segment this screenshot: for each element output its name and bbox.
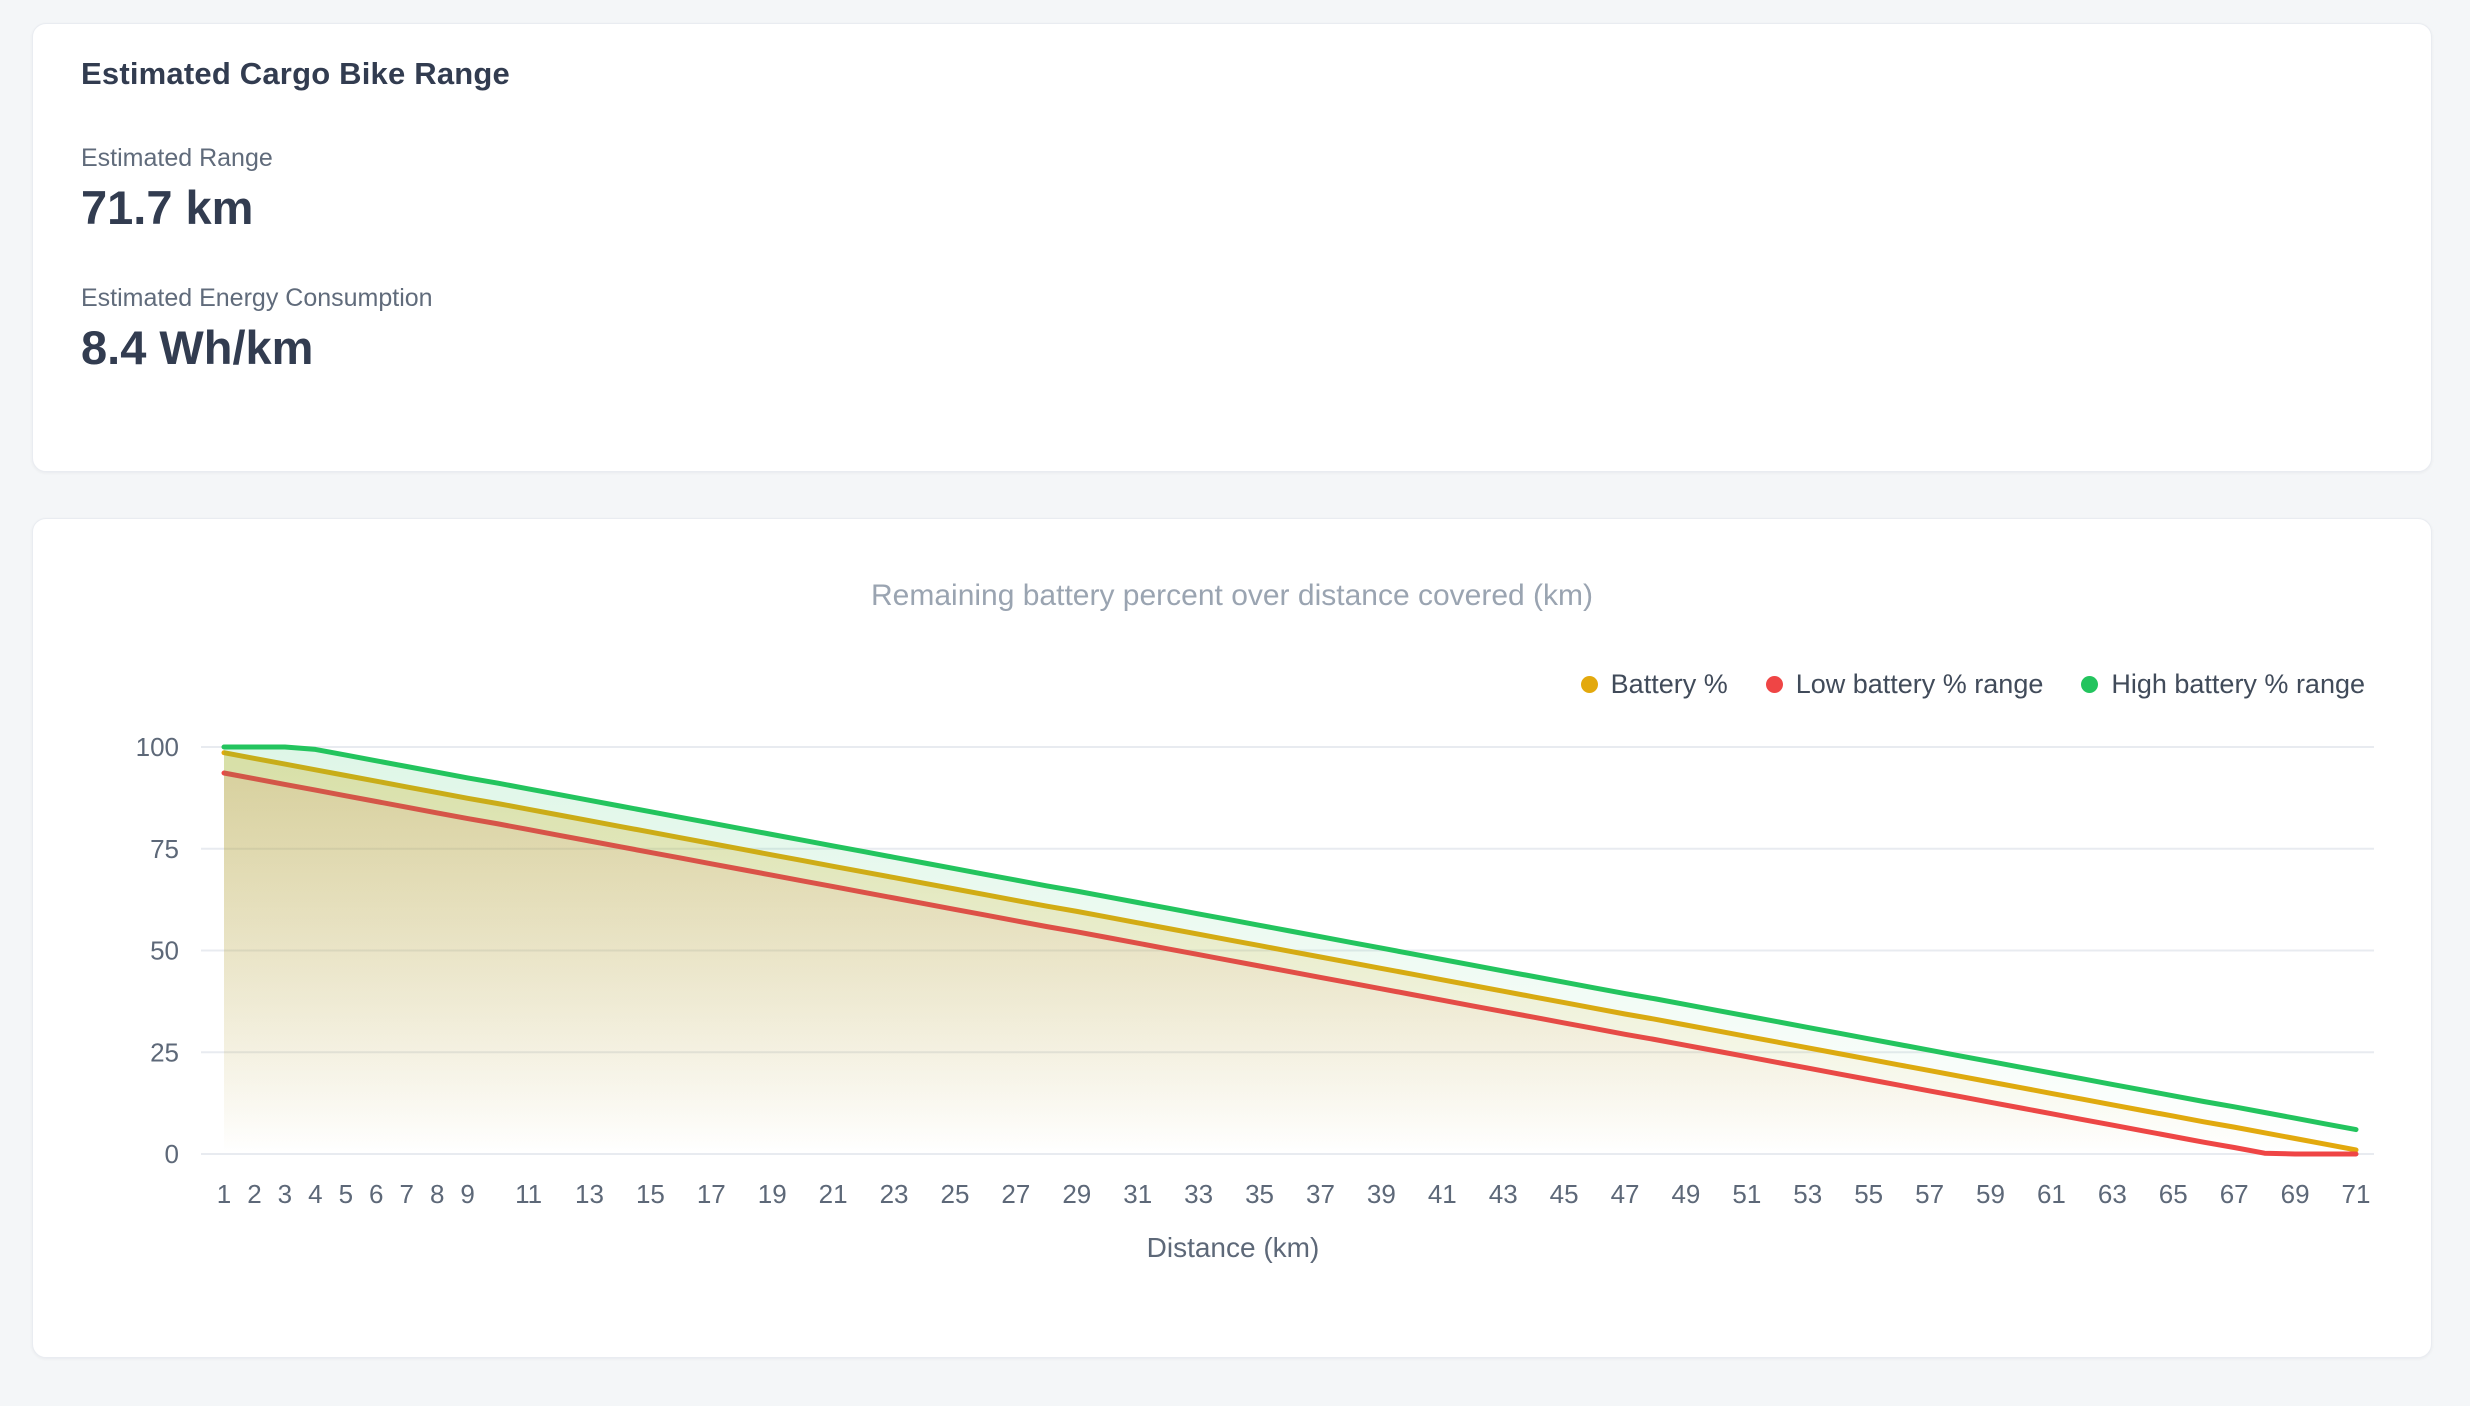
legend-dot-battery-icon [1580,676,1598,693]
x-tick-label: 65 [2159,1179,2188,1209]
x-tick-label: 63 [2098,1179,2127,1209]
summary-card: Estimated Cargo Bike Range Estimated Ran… [32,23,2432,472]
legend-label-low-battery-range: Low battery % range [1795,669,2044,699]
x-tick-label: 2 [247,1179,261,1209]
y-tick-label: 100 [136,732,179,762]
legend-dot-low-battery-icon [1765,676,1783,693]
x-tick-label: 15 [636,1179,665,1209]
x-tick-label: 45 [1550,1179,1579,1209]
x-tick-label: 7 [400,1179,414,1209]
chart-legend: Battery % Low battery % range High batte… [1580,669,2365,700]
stat-value-estimated-range: 71.7 km [81,180,254,234]
x-tick-label: 4 [308,1179,322,1209]
x-tick-label: 11 [515,1179,542,1209]
x-axis-title: Distance (km) [1147,1232,1320,1263]
series-area-2 [224,747,2356,1154]
chart-card: Remaining battery percent over distance … [32,518,2432,1358]
x-tick-label: 9 [460,1179,474,1209]
x-tick-label: 5 [339,1179,353,1209]
y-tick-label: 0 [165,1139,179,1169]
x-tick-label: 17 [697,1179,726,1209]
x-tick-label: 67 [2220,1179,2249,1209]
stat-value-energy-consumption: 8.4 Wh/km [81,320,314,374]
x-tick-label: 53 [1793,1179,1822,1209]
legend-item-high-battery-range[interactable]: High battery % range [2081,669,2365,700]
legend-item-low-battery-range[interactable]: Low battery % range [1765,669,2044,700]
legend-label-high-battery-range: High battery % range [2111,669,2365,699]
x-tick-label: 61 [2037,1179,2066,1209]
x-tick-label: 23 [880,1179,909,1209]
stat-energy-consumption: Estimated Energy Consumption 8.4 Wh/km [81,284,2383,372]
legend-dot-high-battery-icon [2081,676,2099,693]
chart-title: Remaining battery percent over distance … [871,579,1593,612]
x-tick-label: 41 [1428,1179,1457,1209]
x-tick-label: 39 [1367,1179,1396,1209]
legend-label-battery: Battery % [1610,669,1728,699]
x-tick-label: 33 [1184,1179,1213,1209]
x-tick-label: 59 [1976,1179,2005,1209]
x-tick-label: 25 [941,1179,970,1209]
stat-estimated-range: Estimated Range 71.7 km [81,144,2383,232]
x-tick-label: 69 [2281,1179,2310,1209]
x-tick-label: 57 [1915,1179,1944,1209]
y-tick-label: 25 [150,1037,179,1067]
x-tick-label: 21 [819,1179,848,1209]
x-tick-label: 47 [1611,1179,1640,1209]
x-tick-label: 55 [1854,1179,1883,1209]
x-tick-label: 43 [1489,1179,1518,1209]
x-tick-label: 71 [2342,1179,2371,1209]
x-tick-label: 8 [430,1179,444,1209]
x-tick-label: 31 [1123,1179,1152,1209]
legend-item-battery[interactable]: Battery % [1580,669,1728,700]
x-tick-label: 27 [1001,1179,1030,1209]
x-tick-label: 29 [1062,1179,1091,1209]
x-tick-label: 51 [1732,1179,1761,1209]
stat-label-estimated-range: Estimated Range [81,144,273,172]
x-tick-label: 19 [758,1179,787,1209]
summary-card-title: Estimated Cargo Bike Range [81,56,510,91]
series-line-2 [221,744,2359,1133]
x-tick-label: 49 [1671,1179,1700,1209]
x-tick-label: 3 [278,1179,292,1209]
y-tick-label: 50 [150,936,179,966]
y-tick-label: 75 [150,834,179,864]
x-tick-label: 1 [217,1179,231,1209]
x-tick-label: 35 [1245,1179,1274,1209]
stat-label-energy-consumption: Estimated Energy Consumption [81,284,433,313]
x-tick-label: 37 [1306,1179,1335,1209]
x-tick-label: 13 [575,1179,604,1209]
x-tick-label: 6 [369,1179,383,1209]
